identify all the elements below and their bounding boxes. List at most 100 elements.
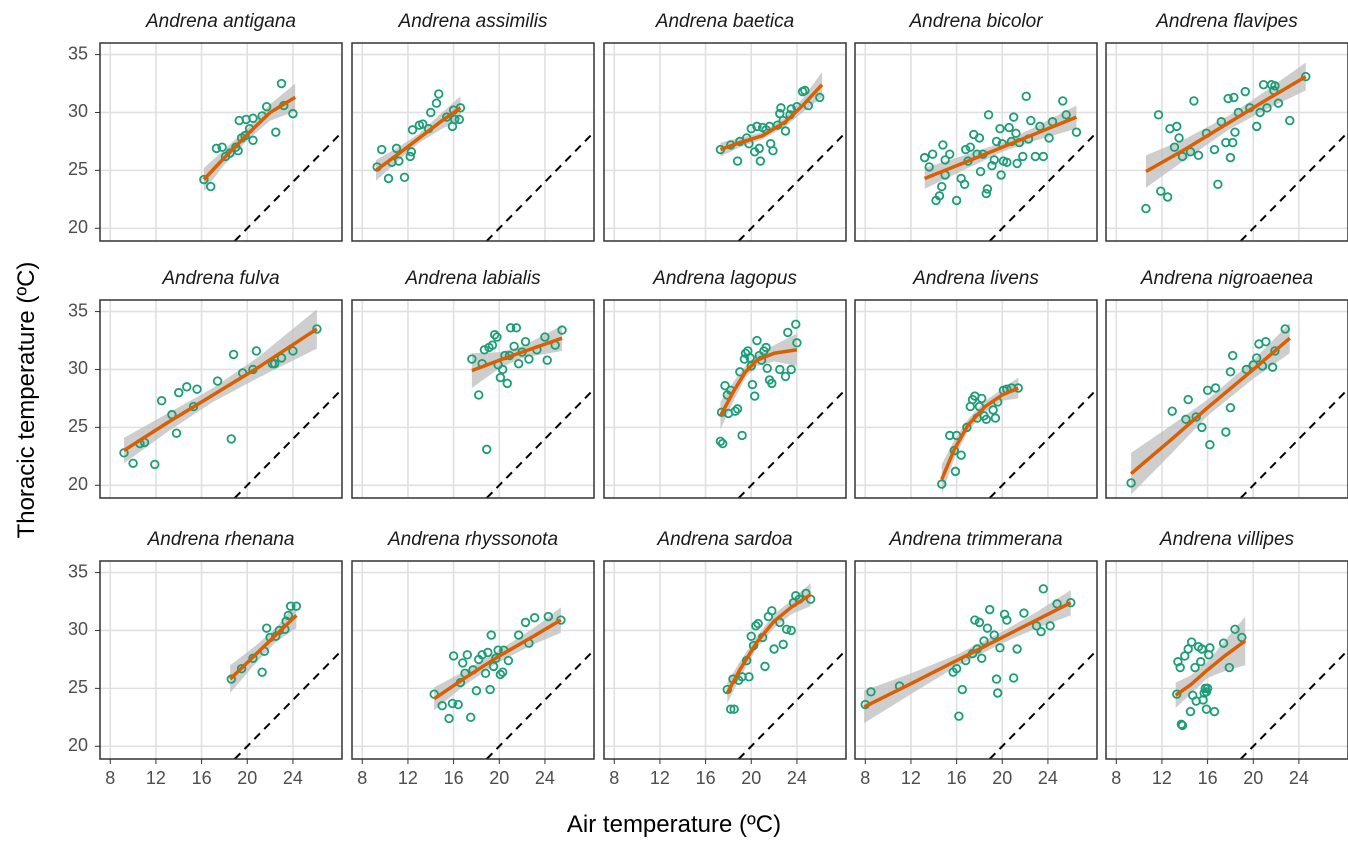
identity-line bbox=[1239, 131, 1348, 242]
data-point bbox=[747, 379, 758, 390]
data-point bbox=[467, 354, 477, 364]
data-point bbox=[487, 340, 498, 350]
panel-title: Andrena trimmerana bbox=[888, 529, 1062, 550]
panel-border bbox=[351, 560, 595, 760]
data-point bbox=[1004, 122, 1014, 133]
data-point bbox=[1026, 115, 1036, 126]
data-point bbox=[509, 341, 519, 352]
data-point bbox=[1019, 608, 1029, 618]
y-tick-label: 30 bbox=[68, 619, 88, 639]
fit-line bbox=[1129, 336, 1291, 476]
data-point bbox=[752, 121, 762, 132]
data-point bbox=[288, 346, 298, 356]
data-point bbox=[450, 114, 460, 125]
data-point bbox=[1031, 621, 1042, 631]
data-point bbox=[786, 625, 796, 636]
data-point bbox=[454, 114, 465, 125]
data-point bbox=[951, 195, 962, 206]
fit-line bbox=[725, 593, 812, 694]
panel-title: Andrena baetica bbox=[655, 11, 794, 32]
data-point bbox=[1267, 362, 1278, 372]
data-point bbox=[974, 617, 985, 628]
data-point bbox=[776, 103, 786, 113]
data-point bbox=[1052, 599, 1062, 609]
identity-line bbox=[233, 388, 343, 499]
data-point bbox=[977, 393, 987, 404]
data-point bbox=[466, 712, 476, 723]
data-point bbox=[376, 144, 387, 155]
x-tick-label: 24 bbox=[283, 768, 303, 788]
panel-border bbox=[854, 42, 1098, 242]
data-point bbox=[391, 143, 402, 154]
panel-background bbox=[100, 561, 342, 759]
data-point bbox=[495, 372, 506, 383]
data-point bbox=[1273, 98, 1284, 108]
data-point bbox=[800, 85, 810, 96]
data-point bbox=[1183, 394, 1193, 405]
data-point bbox=[502, 378, 512, 389]
fit-line bbox=[1174, 639, 1247, 697]
data-point bbox=[1202, 385, 1213, 396]
data-point bbox=[1280, 324, 1290, 334]
panel-background bbox=[100, 43, 342, 241]
fit-line bbox=[433, 618, 562, 701]
data-point bbox=[996, 170, 1006, 180]
data-point bbox=[1002, 615, 1012, 625]
data-point bbox=[1156, 186, 1166, 196]
data-point bbox=[1177, 720, 1188, 731]
data-point bbox=[513, 630, 524, 640]
data-point bbox=[236, 663, 247, 674]
data-point bbox=[1229, 92, 1239, 103]
data-point bbox=[1204, 650, 1214, 660]
confidence-band bbox=[720, 333, 797, 430]
x-tick-label: 20 bbox=[1243, 768, 1263, 788]
y-tick-label: 20 bbox=[68, 474, 88, 494]
data-point bbox=[746, 123, 756, 134]
data-point bbox=[431, 98, 442, 108]
y-tick-label: 25 bbox=[68, 677, 88, 697]
panel-border bbox=[99, 42, 343, 242]
data-point bbox=[248, 135, 258, 145]
panel: Andrena rhenana 20 25 30 35 8 12 16 20 24 bbox=[68, 529, 343, 788]
y-tick-label: 35 bbox=[68, 561, 88, 581]
data-point bbox=[940, 155, 950, 165]
data-point bbox=[520, 617, 531, 628]
data-point bbox=[1153, 110, 1164, 120]
data-point bbox=[1058, 96, 1068, 106]
data-point bbox=[767, 378, 777, 389]
data-point bbox=[1176, 719, 1187, 729]
fit-line bbox=[940, 386, 1019, 481]
panel-border bbox=[351, 299, 595, 499]
fit-line bbox=[923, 115, 1078, 181]
data-point bbox=[261, 101, 272, 112]
data-point bbox=[744, 672, 754, 682]
y-tick-label: 30 bbox=[68, 358, 88, 378]
confidence-band bbox=[727, 583, 811, 704]
data-point bbox=[418, 119, 428, 129]
panel: Andrena baetica bbox=[603, 11, 847, 242]
x-tick-label: 20 bbox=[489, 768, 509, 788]
identity-line bbox=[988, 388, 1098, 499]
panel-background bbox=[1106, 43, 1348, 241]
data-point bbox=[1174, 133, 1184, 143]
data-point bbox=[1270, 346, 1280, 356]
data-point bbox=[979, 636, 989, 646]
data-point bbox=[956, 450, 966, 460]
data-point bbox=[257, 667, 267, 677]
data-point bbox=[1196, 657, 1206, 667]
panel-border bbox=[603, 42, 847, 242]
data-point bbox=[447, 698, 458, 709]
data-point bbox=[1061, 110, 1071, 120]
fit-line bbox=[228, 614, 298, 681]
data-point bbox=[992, 688, 1003, 698]
y-tick-label: 25 bbox=[68, 159, 88, 179]
identity-line bbox=[485, 649, 595, 760]
data-point bbox=[961, 144, 971, 155]
data-point bbox=[760, 661, 770, 672]
data-point bbox=[945, 149, 955, 159]
data-point bbox=[483, 647, 493, 658]
data-point bbox=[248, 113, 258, 123]
panel: Andrena bicolor bbox=[854, 11, 1098, 242]
data-point bbox=[240, 130, 250, 141]
